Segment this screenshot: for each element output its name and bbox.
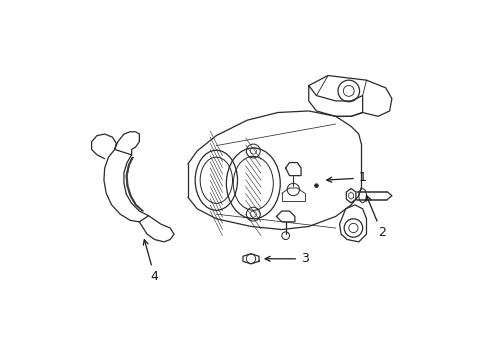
Text: 1: 1 <box>326 171 366 184</box>
Text: 3: 3 <box>264 252 308 265</box>
Circle shape <box>314 184 318 188</box>
Text: 2: 2 <box>366 196 385 239</box>
Text: 4: 4 <box>143 240 159 283</box>
